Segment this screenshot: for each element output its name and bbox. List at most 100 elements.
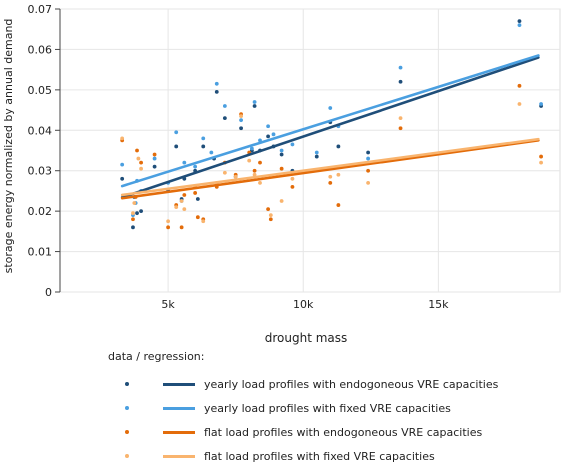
- data-point: [517, 102, 522, 106]
- data-point: [336, 172, 341, 177]
- data-point: [233, 174, 238, 179]
- data-point: [398, 65, 403, 70]
- data-point: [539, 160, 543, 165]
- legend-label: yearly load profiles with endogoneous VR…: [204, 377, 499, 391]
- data-point: [222, 104, 227, 108]
- data-point: [239, 114, 243, 119]
- legend-line: [163, 382, 195, 386]
- data-point: [252, 104, 257, 108]
- legend-line: [163, 454, 195, 458]
- data-point: [136, 156, 141, 161]
- data-point: [139, 166, 143, 171]
- data-point: [366, 168, 371, 173]
- data-point: [201, 136, 206, 141]
- data-point: [252, 100, 257, 104]
- data-point: [539, 154, 543, 159]
- data-point: [328, 174, 333, 179]
- data-point: [139, 209, 143, 214]
- legend-item: flat load profiles with endogoneous VRE …: [108, 420, 498, 444]
- data-point: [249, 146, 254, 151]
- y-tick-label: 0.05: [28, 84, 53, 97]
- data-point: [152, 156, 157, 161]
- data-point: [201, 144, 206, 149]
- data-point: [193, 164, 198, 169]
- data-point: [193, 191, 198, 195]
- legend-marker: [125, 406, 129, 410]
- data-point: [120, 162, 125, 167]
- data-point: [152, 152, 157, 157]
- data-point: [139, 160, 143, 165]
- data-point: [239, 126, 243, 131]
- data-point: [195, 197, 200, 201]
- data-point: [182, 207, 187, 212]
- data-point: [209, 150, 214, 155]
- regression-line: [120, 54, 540, 188]
- data-point: [517, 19, 522, 24]
- data-point: [135, 211, 139, 216]
- y-tick-label: 0.07: [28, 3, 53, 16]
- data-point: [222, 116, 227, 121]
- data-point: [290, 176, 295, 181]
- legend-item: yearly load profiles with endogoneous VR…: [108, 372, 498, 396]
- data-point: [152, 164, 157, 169]
- data-point: [252, 168, 257, 173]
- legend-line: [163, 406, 195, 410]
- legend-label: flat load profiles with endogoneous VRE …: [204, 425, 483, 439]
- x-tick-label: 10k: [293, 298, 314, 311]
- legend-marker: [125, 382, 129, 386]
- data-point: [314, 150, 319, 155]
- legend-item: yearly load profiles with fixed VRE capa…: [108, 396, 498, 420]
- data-point: [247, 158, 252, 163]
- data-point: [266, 207, 271, 212]
- data-point: [398, 79, 403, 84]
- data-point: [266, 134, 271, 139]
- data-point: [174, 205, 179, 210]
- data-point: [366, 150, 371, 155]
- data-point: [279, 152, 284, 157]
- y-tick-label: 0.03: [28, 165, 53, 178]
- data-point: [201, 219, 206, 224]
- legend-marker: [125, 454, 129, 458]
- data-point: [279, 148, 284, 153]
- data-point: [290, 184, 295, 189]
- data-point: [131, 211, 135, 216]
- data-point: [179, 225, 184, 230]
- data-point: [517, 83, 522, 88]
- data-point: [195, 215, 200, 220]
- data-point: [174, 144, 179, 149]
- data-point: [366, 180, 371, 185]
- data-point: [268, 217, 273, 222]
- y-tick-label: 0.04: [28, 124, 53, 137]
- data-point: [131, 217, 135, 222]
- x-tick-label: 15k: [428, 298, 449, 311]
- legend-line: [163, 430, 195, 434]
- data-point: [131, 225, 135, 230]
- data-point: [166, 219, 171, 224]
- data-point: [328, 106, 333, 110]
- data-point: [258, 160, 262, 165]
- data-point: [279, 199, 284, 203]
- data-point: [252, 172, 257, 177]
- data-point: [214, 81, 219, 86]
- x-axis-label: drought mass: [265, 331, 348, 345]
- legend-label: flat load profiles with fixed VRE capaci…: [204, 449, 435, 463]
- y-tick-label: 0.02: [28, 205, 53, 218]
- grid: [60, 8, 560, 293]
- series: [120, 19, 543, 230]
- data-point: [120, 136, 125, 141]
- data-point: [174, 130, 179, 135]
- data-point: [132, 201, 137, 205]
- data-point: [239, 118, 243, 123]
- data-point: [182, 160, 187, 165]
- data-point: [268, 213, 273, 218]
- data-point: [214, 89, 219, 94]
- legend-marker: [125, 430, 129, 434]
- data-point: [398, 116, 403, 121]
- data-point: [182, 193, 187, 197]
- x-tick-label: 5k: [161, 298, 175, 311]
- data-point: [336, 203, 341, 207]
- data-point: [398, 126, 403, 131]
- data-point: [266, 124, 271, 129]
